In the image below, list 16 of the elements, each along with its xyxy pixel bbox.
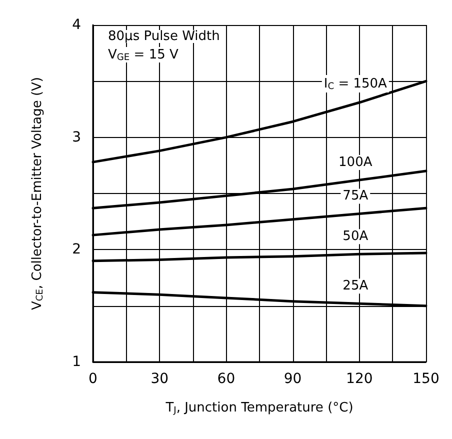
x-tick-label: 150 [412, 371, 440, 387]
y-tick-label: 3 [72, 129, 81, 146]
x-tick-label: 0 [88, 371, 98, 387]
series-label: 50A [342, 229, 368, 244]
series-label: 100A [338, 155, 372, 170]
x-tick-label: 90 [284, 371, 302, 387]
y-tick-label: 1 [72, 354, 81, 370]
x-tick-label: 30 [150, 371, 169, 387]
series-label: 75A [342, 188, 368, 204]
x-tick-label: 60 [217, 371, 236, 387]
annotation: 80µs Pulse Width [108, 29, 220, 44]
y-axis-title: VCE, Collector-to-Emitter Voltage (V) [30, 77, 46, 310]
series-label: 25A [342, 278, 368, 294]
y-tick-label: 4 [72, 17, 82, 33]
y-tick-label: 2 [72, 242, 81, 258]
x-tick-label: 120 [346, 371, 373, 387]
